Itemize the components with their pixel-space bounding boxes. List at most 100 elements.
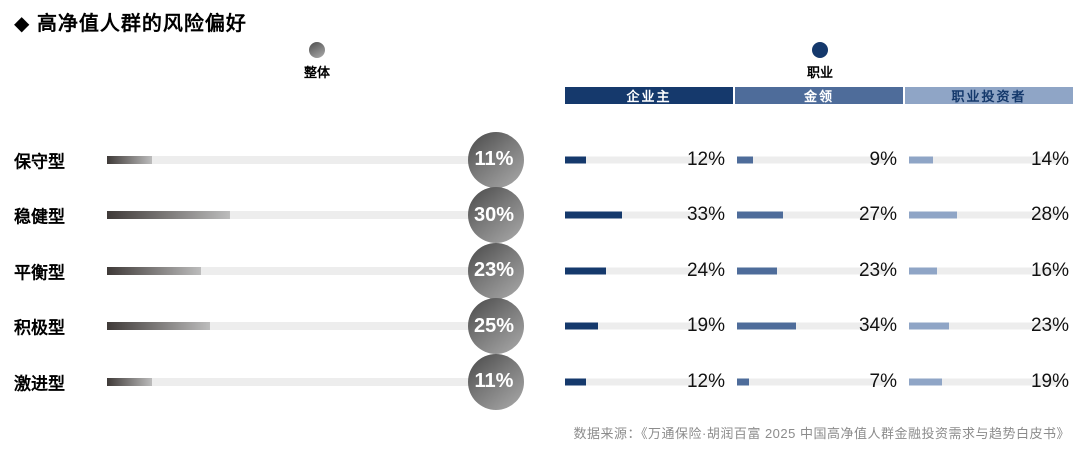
occupation-cell-business-owner: 24% [565, 243, 731, 299]
row-label: 保守型 [14, 152, 65, 172]
overall-value: 30% [473, 203, 515, 226]
occupation-header-professional-investor: 职业投资者 [905, 87, 1073, 104]
bar-track [565, 156, 715, 164]
bar-fill [909, 211, 958, 219]
chart-row-balanced: 平衡型 23% 24% 23% 16% [0, 242, 1080, 299]
bar-value: 27% [858, 204, 897, 226]
overall-bar-track [107, 322, 493, 331]
bar-value: 24% [686, 259, 725, 281]
overall-value-badge: 30% [468, 187, 524, 244]
occupation-cell-gold-collar: 27% [737, 188, 903, 244]
bar-track [565, 322, 715, 330]
bar-fill [565, 156, 586, 164]
overall-bar-fill [107, 377, 153, 386]
bar-value: 14% [1030, 148, 1069, 170]
overall-value-badge: 25% [468, 298, 524, 355]
bar-track [737, 156, 887, 164]
data-source: 数据来源：《万通保险·胡润百富 2025 中国高净值人群金融投资需求与趋势白皮书… [573, 426, 1070, 441]
bar-fill [737, 156, 753, 164]
occupation-cell-gold-collar: 9% [737, 132, 903, 188]
row-label: 平衡型 [14, 263, 65, 283]
occupation-cell-gold-collar: 23% [737, 243, 903, 299]
overall-bar-fill [107, 155, 153, 164]
bar-fill [737, 378, 749, 386]
overall-value: 25% [473, 314, 515, 337]
occupation-header-gold-collar: 金领 [735, 87, 903, 104]
bar-value: 23% [1030, 315, 1069, 337]
overall-value: 11% [474, 148, 514, 171]
bar-value: 19% [1030, 370, 1069, 392]
occupation-cell-business-owner: 33% [565, 188, 731, 244]
overall-value-badge: 11% [468, 353, 524, 410]
row-label: 积极型 [14, 318, 65, 338]
bar-fill [565, 211, 622, 219]
row-label: 激进型 [14, 374, 65, 394]
bar-track [909, 378, 1059, 386]
occupation-cell-business-owner: 12% [565, 132, 731, 188]
bar-track [565, 378, 715, 386]
chart-row-steady: 稳健型 30% 33% 27% 28% [0, 187, 1080, 244]
bar-track [737, 211, 887, 219]
occupation-header-business-owner: 企业主 [565, 87, 733, 104]
bar-fill [737, 211, 784, 219]
bar-value: 16% [1030, 259, 1069, 281]
bar-value: 33% [686, 204, 725, 226]
occupation-cell-business-owner: 12% [565, 354, 731, 410]
bar-value: 19% [686, 315, 725, 337]
occupation-header: 企业主 金领 职业投资者 [565, 87, 1073, 104]
bar-track [737, 378, 887, 386]
bar-fill [565, 322, 598, 330]
overall-bar-fill [107, 322, 210, 331]
chart-rows: 保守型 11% 12% 9% 14% 稳健型 [0, 131, 1080, 410]
overall-dot-icon [309, 42, 325, 58]
occupation-cell-business-owner: 19% [565, 299, 731, 355]
bar-track [737, 322, 887, 330]
overall-bar-track [107, 266, 493, 275]
bar-fill [565, 267, 607, 275]
legend-occupation: 职业 [788, 42, 852, 82]
overall-bar-track [107, 155, 493, 164]
occupation-dot-icon [812, 42, 828, 58]
occupation-cell-professional-investor: 19% [909, 354, 1075, 410]
bar-track [909, 156, 1059, 164]
bar-value: 23% [858, 259, 897, 281]
bar-value: 9% [869, 148, 897, 170]
legend-overall-label: 整体 [303, 65, 330, 80]
occupation-cell-professional-investor: 14% [909, 132, 1075, 188]
occupation-cell-professional-investor: 16% [909, 243, 1075, 299]
bar-value: 12% [686, 370, 725, 392]
bar-fill [909, 267, 937, 275]
legend-occupation-label: 职业 [806, 65, 833, 80]
bar-value: 34% [858, 315, 897, 337]
bar-fill [737, 267, 777, 275]
overall-bar-track [107, 211, 493, 220]
bar-fill [909, 156, 934, 164]
bar-track [909, 211, 1059, 219]
overall-value-badge: 11% [468, 131, 524, 188]
bar-track [737, 267, 887, 275]
chart-row-conservative: 保守型 11% 12% 9% 14% [0, 131, 1080, 188]
overall-value-badge: 23% [468, 242, 524, 299]
occupation-cell-gold-collar: 34% [737, 299, 903, 355]
bar-track [565, 211, 715, 219]
bar-value: 28% [1030, 204, 1069, 226]
overall-value: 23% [473, 259, 515, 282]
bar-track [565, 267, 715, 275]
row-label: 稳健型 [14, 207, 65, 227]
overall-value: 11% [474, 370, 514, 393]
bar-fill [909, 378, 942, 386]
bar-value: 12% [686, 148, 725, 170]
overall-bar-fill [107, 211, 230, 220]
bar-track [909, 267, 1059, 275]
occupation-cell-gold-collar: 7% [737, 354, 903, 410]
bar-fill [565, 378, 586, 386]
bar-track [909, 322, 1059, 330]
bar-fill [909, 322, 949, 330]
legend-overall: 整体 [285, 42, 349, 82]
bar-value: 7% [869, 370, 897, 392]
chart-row-active: 积极型 25% 19% 34% 23% [0, 298, 1080, 355]
overall-bar-track [107, 377, 493, 386]
bar-fill [737, 322, 796, 330]
chart-row-aggressive: 激进型 11% 12% 7% 19% [0, 353, 1080, 410]
